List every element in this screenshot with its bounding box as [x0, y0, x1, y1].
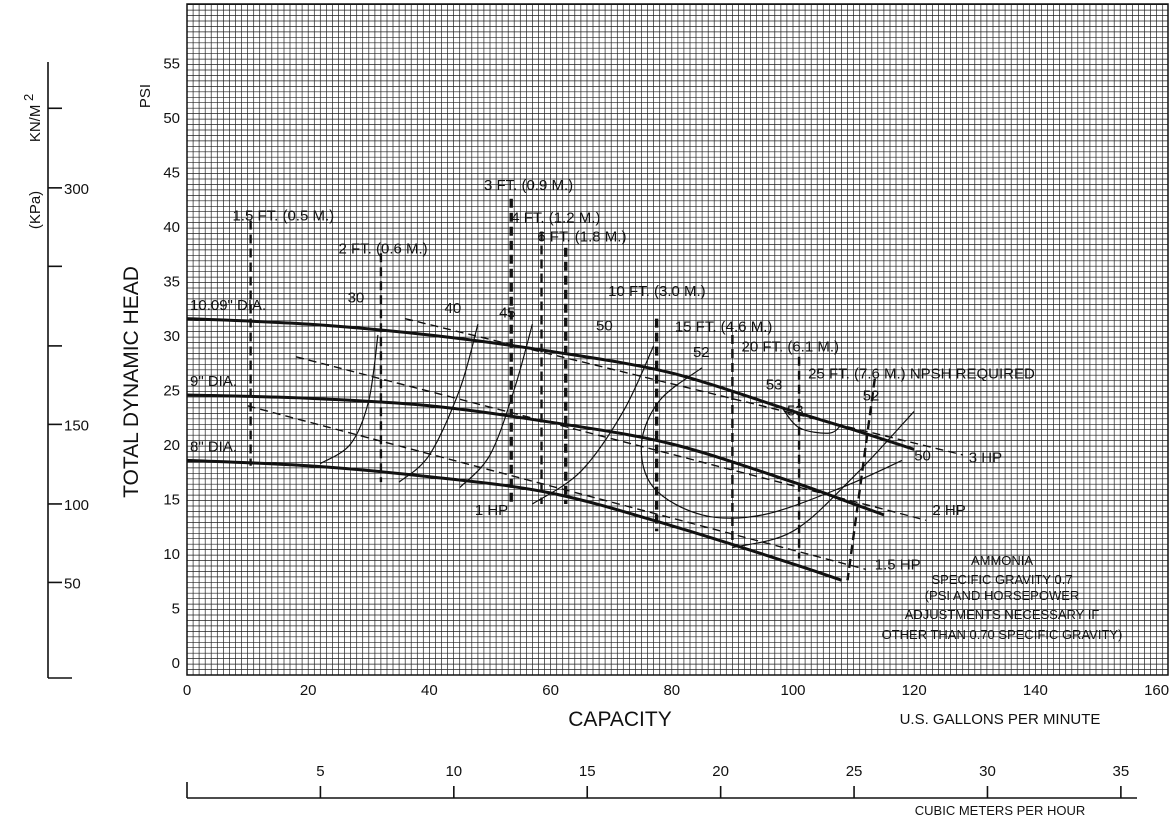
plot-border: [186, 3, 1169, 676]
impeller-curve-label: 10.09" DIA.: [190, 297, 266, 314]
efficiency-curve: [319, 334, 379, 465]
x-tick-label: 40: [421, 682, 438, 699]
y-tick-label: 40: [163, 219, 180, 236]
efficiency-curve: [732, 410, 915, 549]
hp-label: 2 HP: [932, 502, 965, 519]
efficiency-label: 50: [596, 318, 613, 335]
npsh-line: [846, 378, 876, 581]
x-tick-label: 120: [902, 682, 927, 699]
impeller-curve: [186, 393, 885, 517]
efficiency-curve: [398, 323, 479, 483]
m3h-tick-label: 20: [712, 763, 729, 780]
npsh-label: 3 FT. (0.9 M.): [484, 177, 573, 194]
impeller-curves: 10.09" DIA. 9" DIA. 8" DIA.: [186, 297, 915, 582]
npsh-label: 1.5 FT. (0.5 M.): [232, 208, 334, 225]
m3h-axis-units: CUBIC METERS PER HOUR: [915, 803, 1085, 818]
hp-label: 3 HP: [969, 450, 1002, 467]
grid: [186, 3, 1169, 676]
kpa-tick-label: 150: [64, 417, 89, 434]
y-axis-units: PSI: [137, 84, 154, 108]
npsh-label: 10 FT. (3.0 M.): [608, 283, 706, 300]
efficiency-label: 52: [693, 344, 710, 361]
y-tick-label: 0: [172, 655, 180, 672]
annotation-line: SPECIFIC GRAVITY 0.7: [931, 572, 1072, 587]
hp-line: [404, 317, 963, 456]
kpa-axis-units-bottom: (KPa): [27, 191, 44, 229]
hp-line: [247, 405, 866, 571]
kpa-tick-label: 100: [64, 497, 89, 514]
y-tick-label: 30: [163, 328, 180, 345]
npsh-lines: 1.5 FT. (0.5 M.) 2 FT. (0.6 M.) 3 FT. (0.9…: [232, 177, 1035, 581]
npsh-label: 25 FT. (7.6 M.) NPSH REQUIRED: [808, 366, 1035, 383]
annotation-line: AMMONIA: [971, 553, 1033, 568]
impeller-curve: [186, 458, 842, 582]
y-tick-label: 35: [163, 274, 180, 291]
m3h-tick-label: 25: [846, 763, 863, 780]
y-tick-label: 45: [163, 165, 180, 182]
y-tick-label: 20: [163, 437, 180, 454]
hp-label: 1.5 HP: [875, 556, 921, 573]
kpa-axis-units-top: KN/M 2: [21, 94, 44, 142]
annotation-line: ADJUSTMENTS NECESSARY IF: [905, 607, 1100, 622]
hp-label: 1 HP: [475, 502, 508, 519]
efficiency-label: 50: [914, 447, 931, 464]
x-tick-label: 160: [1144, 682, 1169, 699]
y-tick-label: 55: [163, 56, 180, 73]
npsh-label: 15 FT. (4.6 M.): [675, 319, 773, 336]
m3h-tick-label: 30: [979, 763, 996, 780]
y-tick-label: 25: [163, 383, 180, 400]
y-tick-label: 10: [163, 546, 180, 563]
x-axis-units: U.S. GALLONS PER MINUTE: [900, 711, 1101, 728]
efficiency-curve: [780, 405, 842, 434]
npsh-label: 2 FT. (0.6 M.): [339, 240, 428, 257]
efficiency-label: 30: [348, 289, 365, 306]
hp-line: [295, 356, 927, 521]
efficiency-label: 53: [766, 377, 783, 394]
x-tick-label: 20: [300, 682, 317, 699]
npsh-label: 4 FT. (1.2 M.): [511, 210, 600, 227]
x-tick-label: 140: [1023, 682, 1048, 699]
m3h-tick-label: 10: [445, 763, 462, 780]
annotation-line: OTHER THAN 0.70 SPECIFIC GRAVITY): [882, 627, 1123, 642]
efficiency-label: 45: [499, 305, 516, 322]
kpa-tick-label: 300: [64, 181, 89, 198]
x-tick-label: 60: [542, 682, 559, 699]
kpa-tick-label: 50: [64, 575, 81, 592]
y-tick-label: 5: [172, 601, 180, 618]
x-tick-label: 80: [663, 682, 680, 699]
efficiency-label: 52: [863, 387, 880, 404]
annotation-line: (PSI AND HORSEPOWER: [925, 588, 1080, 603]
horsepower-lines: 3 HP 2 HP 1.5 HP 1 HP: [247, 317, 1002, 573]
efficiency-label: 40: [445, 300, 462, 317]
efficiency-curve: [532, 345, 655, 505]
x-tick-label: 100: [780, 682, 805, 699]
x-axis-label: CAPACITY: [568, 708, 671, 731]
x-tick-label: 0: [183, 682, 191, 699]
npsh-label: 20 FT. (6.1 M.): [741, 338, 839, 355]
impeller-curve: [186, 317, 915, 451]
efficiency-curve: [459, 323, 533, 489]
m3h-tick-label: 15: [579, 763, 596, 780]
impeller-curve-label: 9" DIA.: [190, 373, 237, 390]
y-tick-label: 50: [163, 110, 180, 127]
kpa-units-superscript: 2: [21, 94, 36, 105]
m3h-tick-label: 5: [316, 763, 324, 780]
npsh-label: 6 FT. (1.8 M.): [537, 228, 626, 245]
impeller-curve-label: 8" DIA.: [190, 439, 237, 456]
m3h-tick-label: 35: [1113, 763, 1130, 780]
y-tick-label: 15: [163, 492, 180, 509]
y-axis-label: TOTAL DYNAMIC HEAD: [120, 266, 143, 498]
